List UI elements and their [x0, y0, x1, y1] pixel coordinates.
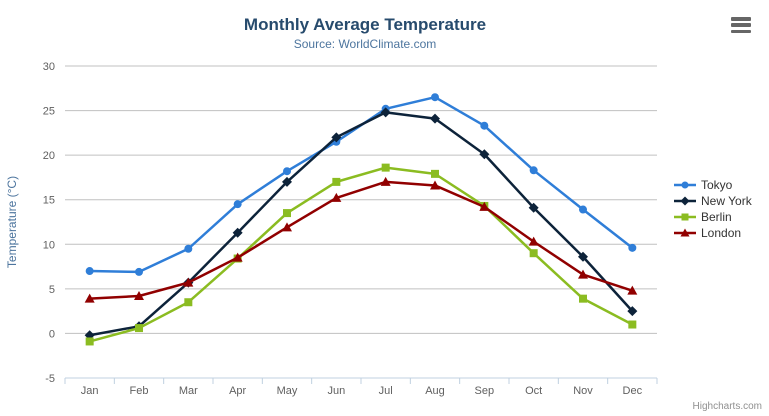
legend-marker-berlin[interactable] — [681, 213, 689, 221]
data-point-tokyo-oct[interactable] — [529, 166, 538, 175]
data-point-new-york-oct[interactable] — [528, 202, 539, 213]
y-axis-label: -5 — [45, 373, 55, 385]
export-menu-button[interactable] — [731, 17, 751, 33]
hamburger-icon-bar — [731, 17, 751, 21]
data-point-tokyo-feb[interactable] — [135, 267, 143, 276]
y-axis-title: Temperature (°C) — [5, 176, 19, 268]
data-point-berlin-nov[interactable] — [579, 294, 587, 303]
data-point-new-york-may[interactable] — [282, 176, 292, 187]
data-point-berlin-may[interactable] — [283, 209, 291, 218]
data-point-new-york-jun[interactable] — [331, 132, 342, 143]
data-point-berlin-dec[interactable] — [628, 320, 637, 329]
x-axis-label: Dec — [623, 385, 643, 397]
hamburger-icon-bar — [731, 23, 751, 27]
data-point-new-york-nov[interactable] — [578, 251, 588, 262]
data-point-new-york-jul[interactable] — [380, 107, 391, 118]
y-axis-label: 10 — [43, 239, 55, 251]
series-london — [84, 176, 638, 303]
x-axis-label: Jun — [327, 385, 345, 397]
y-axis-label: 30 — [43, 61, 55, 73]
highcharts-credit[interactable]: Highcharts.com — [692, 401, 762, 412]
legend-triangle-icon — [674, 228, 696, 237]
legend-item-berlin[interactable]: Berlin — [674, 209, 752, 225]
y-axis-label: 20 — [43, 150, 55, 162]
series-tokyo — [85, 93, 637, 276]
x-axis-label: Jul — [379, 385, 393, 397]
data-point-berlin-jan[interactable] — [85, 337, 94, 346]
legend-square-icon — [674, 213, 696, 221]
data-point-tokyo-aug[interactable] — [431, 93, 439, 102]
data-point-london-feb[interactable] — [134, 290, 144, 300]
data-point-london-apr[interactable] — [232, 252, 243, 262]
legend: Tokyo New York Berlin London — [674, 177, 752, 241]
legend-marker-tokyo[interactable] — [681, 181, 689, 189]
y-axis-label: 15 — [43, 195, 55, 207]
y-axis-label: 25 — [43, 106, 55, 118]
legend-diamond-icon — [674, 196, 696, 206]
x-axis-label: Oct — [525, 385, 542, 397]
data-point-berlin-jul[interactable] — [381, 163, 390, 172]
hamburger-icon-bar — [731, 29, 751, 33]
series-line-new-york[interactable] — [88, 111, 634, 337]
data-point-london-jul[interactable] — [380, 176, 391, 186]
legend-marker-london[interactable] — [680, 228, 690, 237]
x-axis-label: Sep — [475, 385, 495, 397]
x-axis-label: Apr — [229, 385, 246, 397]
data-point-tokyo-may[interactable] — [283, 167, 291, 176]
data-point-london-mar[interactable] — [183, 277, 194, 287]
legend-label-tokyo: Tokyo — [701, 178, 733, 192]
chart-title: Monthly Average Temperature — [243, 15, 487, 34]
data-point-london-may[interactable] — [282, 222, 292, 232]
legend-label-new-york: New York — [701, 194, 752, 208]
y-axis-label: 0 — [49, 328, 55, 340]
legend-item-new-york[interactable]: New York — [674, 193, 752, 209]
y-axis-label: 5 — [49, 284, 55, 296]
data-point-london-aug[interactable] — [430, 180, 440, 190]
data-point-tokyo-mar[interactable] — [184, 244, 193, 253]
series-line-tokyo[interactable] — [88, 95, 634, 274]
data-point-tokyo-jan[interactable] — [85, 267, 94, 276]
legend-label-london: London — [701, 226, 742, 240]
data-point-berlin-oct[interactable] — [529, 249, 538, 258]
x-axis-label: Nov — [573, 385, 593, 397]
chart-subtitle: Source: WorldClimate.com — [293, 37, 437, 51]
x-axis-label: May — [277, 385, 298, 397]
data-point-tokyo-sep[interactable] — [480, 121, 489, 130]
series-line-london[interactable] — [88, 180, 634, 300]
legend-marker-new-york[interactable] — [680, 196, 690, 206]
data-point-london-jun[interactable] — [331, 192, 342, 202]
data-point-london-sep[interactable] — [479, 201, 490, 211]
x-axis-label: Feb — [130, 385, 149, 397]
x-axis-label: Aug — [425, 385, 445, 397]
data-point-berlin-feb[interactable] — [135, 324, 143, 333]
data-point-berlin-mar[interactable] — [184, 298, 193, 307]
data-point-new-york-dec[interactable] — [627, 306, 638, 317]
legend-item-tokyo[interactable]: Tokyo — [674, 177, 752, 193]
data-point-london-nov[interactable] — [578, 269, 588, 279]
data-point-new-york-aug[interactable] — [430, 113, 440, 124]
legend-item-london[interactable]: London — [674, 225, 752, 241]
data-point-tokyo-nov[interactable] — [579, 205, 587, 214]
legend-label-berlin: Berlin — [701, 210, 732, 224]
series-line-berlin[interactable] — [88, 166, 634, 343]
data-point-london-oct[interactable] — [528, 236, 539, 246]
data-point-new-york-sep[interactable] — [479, 149, 490, 160]
data-point-london-dec[interactable] — [627, 285, 638, 295]
data-point-tokyo-apr[interactable] — [233, 200, 242, 209]
data-point-tokyo-dec[interactable] — [628, 243, 637, 252]
legend-circle-icon — [674, 181, 696, 189]
data-point-new-york-apr[interactable] — [232, 227, 243, 238]
data-point-london-jan[interactable] — [84, 293, 95, 303]
data-point-berlin-aug[interactable] — [431, 169, 439, 178]
x-axis-label: Mar — [179, 385, 198, 397]
x-axis-label: Jan — [81, 385, 99, 397]
data-point-berlin-jun[interactable] — [332, 177, 341, 186]
series-new-york — [84, 107, 638, 341]
